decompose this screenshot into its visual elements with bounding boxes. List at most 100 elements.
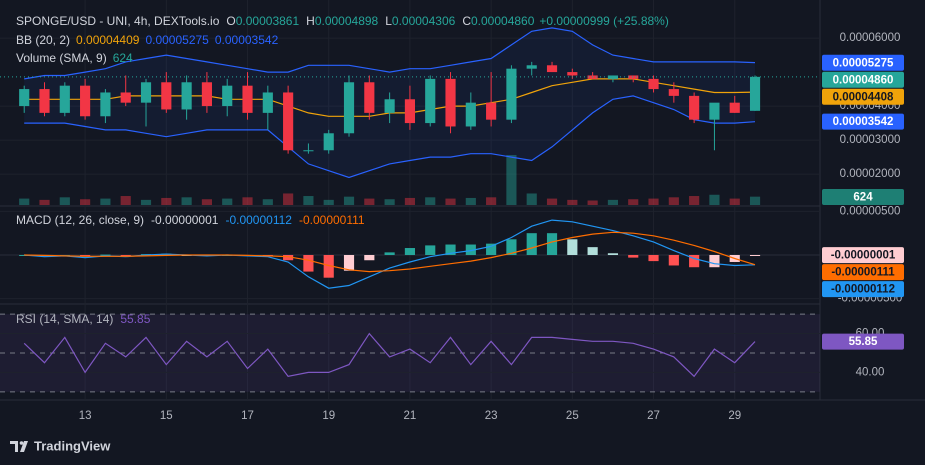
histogram-bar [506,239,517,255]
histogram-bar [749,255,761,256]
volume-bar [262,199,273,205]
volume-bar [303,196,314,205]
volume-bar [80,199,91,205]
candle-body [283,92,294,151]
x-tick-label: 27 [647,410,660,422]
volume-bar [567,199,578,205]
price-badge-label: -0.00000112 [831,284,895,296]
histogram-bar [283,255,294,261]
legend: RSI (14, SMA, 14) 55.85 [16,312,151,326]
volume-bar [486,197,497,205]
candle-body [648,78,659,90]
price-badge [822,71,904,88]
macd-name: MACD (12, 26, close, 9) [16,213,144,227]
volume-name: Volume (SMA, 9) [16,51,107,65]
candle-body [262,92,273,113]
candle-body [120,92,131,103]
price-badge [822,189,904,206]
candle-body [628,75,639,79]
volume-bar [689,196,700,205]
x-tick-label: 23 [485,410,498,422]
candle-body [689,95,700,120]
volume-bar [120,196,131,205]
volume-bar [648,198,659,205]
price-badge [822,54,904,71]
y-tick-label: 0.00000500 [840,205,901,217]
price-badge [822,281,904,298]
bb-lower [24,95,756,179]
histogram-bar [628,255,639,258]
rsi-line [23,332,756,378]
candle-body [222,85,233,107]
histogram-bar [404,248,415,255]
candle-body [749,76,761,111]
volume-bar [729,198,740,205]
y-tick-label: 40.00 [856,366,885,378]
histogram-bar [709,255,720,268]
price-badge-label: 624 [853,192,873,204]
signal-line [24,231,756,273]
macd-value: -0.00000112 [225,213,292,227]
price-badge [822,88,904,105]
candle-body [364,82,375,113]
candle-body [567,72,578,76]
candle-body [303,150,314,152]
histogram-bar [425,245,436,255]
histogram-bar [546,233,558,255]
candle-body [546,65,558,73]
ohlc-value: 0.00004306 [392,14,456,28]
price-badge-label: 0.00005275 [833,57,894,69]
bb-value: 0.00004409 [76,33,140,47]
bb-upper [24,27,756,80]
volume-bar [364,198,375,205]
volume-bar [668,197,679,205]
candle-body [140,82,152,103]
ohlc-key: L [385,14,392,28]
volume-bar [404,197,415,205]
candle-body [343,82,355,134]
histogram-bar [343,255,355,271]
candle-body [80,85,91,117]
volume-bar [201,199,212,205]
ohlc-key: H [306,14,315,28]
price-badge [822,264,904,281]
histogram-bar [567,239,578,255]
candle-body [709,102,720,120]
volume-bar [546,198,558,205]
histogram-bar [303,255,314,272]
price-badge-label: 0.00004408 [833,91,894,103]
histogram-bar [486,243,497,255]
y-tick-label: 0.00006000 [840,32,901,44]
volume-bar [242,197,253,205]
histogram-bar [323,255,334,278]
candle-body [425,78,436,124]
volume-bar [465,197,476,205]
price-badge-label: -0.00000001 [831,250,896,262]
candle-body [526,65,537,69]
histogram-bar [587,247,598,255]
histogram-bar [526,233,537,255]
histogram-bar [100,254,111,256]
x-tick-label: 29 [728,410,741,422]
logo-dot [19,441,24,445]
logo-icon [10,441,28,452]
candle-body [161,82,172,110]
candle-body [729,102,740,113]
y-tick-label: 0.00002000 [840,168,901,180]
price-badge [822,247,904,264]
legend: MACD (12, 26, close, 9) -0.00000001 -0.000… [16,213,365,227]
histogram-bar [120,255,131,256]
volume-bar [607,199,619,205]
macd-value: -0.00000001 [151,213,219,227]
volume-bar [587,200,598,205]
ohlc-key: O [226,14,235,28]
volume-bar [343,196,355,205]
volume-value: 624 [113,51,133,65]
volume-bar [506,155,517,205]
x-tick-label: 13 [79,410,92,422]
price-badge-label: 0.00004860 [833,74,894,86]
volume-bar [19,198,30,205]
candle-body [242,85,253,113]
